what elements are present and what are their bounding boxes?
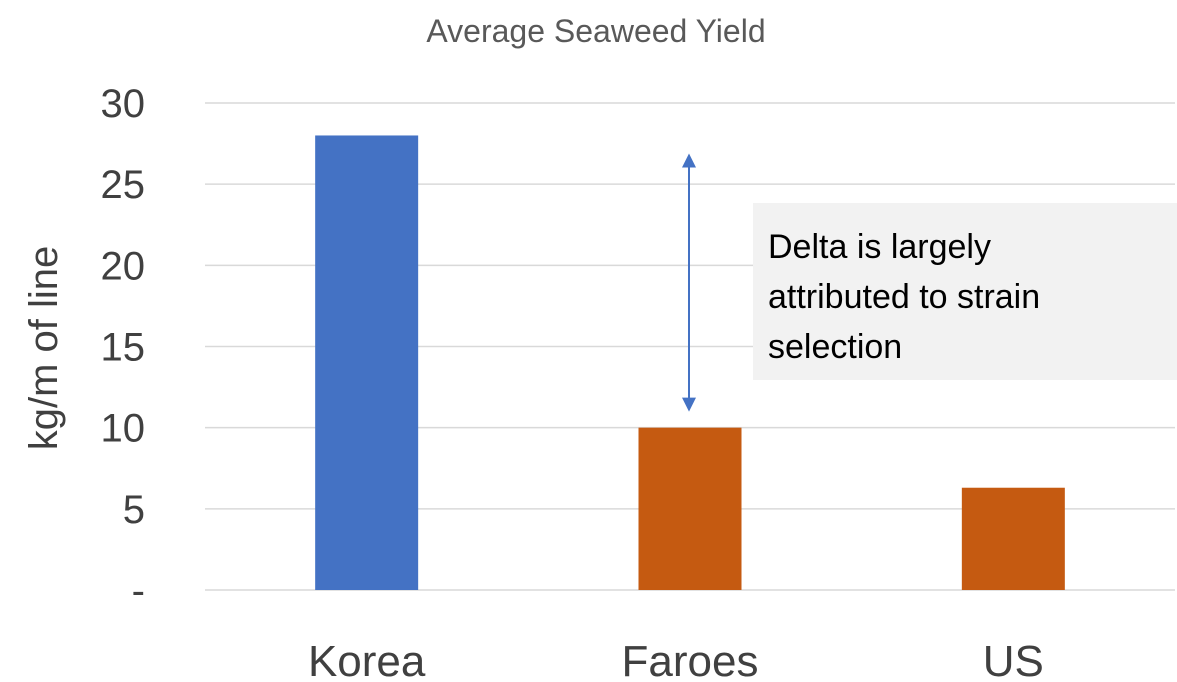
x-axis-categories: Korea Faroes US — [308, 637, 1044, 682]
y-axis-label: kg/m of line — [22, 246, 66, 451]
y-tick-label: - — [132, 569, 145, 613]
arrow-up-icon — [682, 153, 696, 168]
y-tick-label: 25 — [101, 163, 146, 207]
y-tick-label: 10 — [101, 407, 146, 451]
y-tick-label: 15 — [101, 326, 146, 370]
y-tick-label: 20 — [101, 244, 146, 288]
annotation-box — [753, 203, 1177, 380]
arrow-down-icon — [682, 397, 696, 412]
y-tick-label: 5 — [123, 488, 145, 532]
annotation-text-line: selection — [768, 328, 902, 366]
annotation-text-line: attributed to strain — [768, 278, 1040, 316]
x-tick-label: Faroes — [622, 637, 759, 682]
bars — [315, 135, 1065, 590]
bar-us — [961, 487, 1065, 590]
x-tick-label: Korea — [308, 637, 426, 682]
bar-korea — [315, 135, 419, 590]
annotation: Delta is largely attributed to strain sele… — [682, 153, 1177, 412]
chart-title: Average Seaweed Yield — [426, 13, 765, 49]
y-tick-label: 30 — [101, 82, 146, 126]
bar-faroes — [638, 427, 742, 590]
x-tick-label: US — [983, 637, 1044, 682]
y-axis-ticks: - 5 10 15 20 25 30 — [101, 82, 146, 613]
annotation-text-line: Delta is largely — [768, 228, 991, 266]
